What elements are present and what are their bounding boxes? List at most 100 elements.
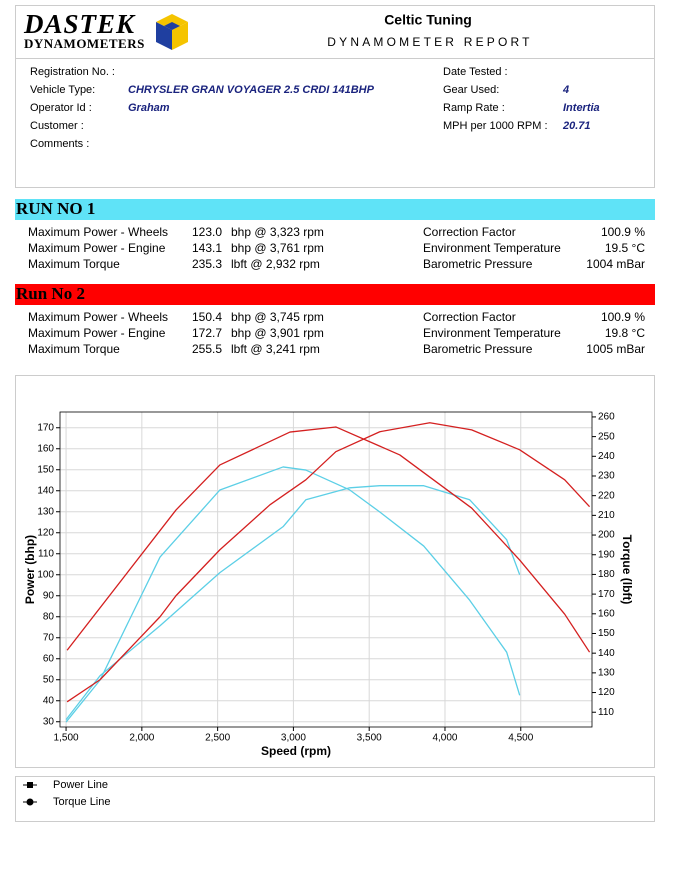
logo-subword: DYNAMOMETERS <box>24 36 145 51</box>
run-right-label: Correction Factor <box>423 225 516 239</box>
legend-label: Power Line <box>53 779 108 791</box>
run-bar <box>15 284 655 305</box>
legend-label: Torque Line <box>53 796 111 808</box>
info-label: Vehicle Type: <box>30 84 95 96</box>
curve <box>65 466 521 723</box>
logo-cube <box>156 14 188 50</box>
y2-tick-label: 140 <box>598 648 615 659</box>
y2-tick-label: 200 <box>598 530 615 541</box>
run-right-value: 19.8 °C <box>605 326 645 340</box>
legend-icon <box>27 782 33 788</box>
y2-tick-label: 150 <box>598 628 615 639</box>
run-right-label: Barometric Pressure <box>423 257 533 271</box>
y2-tick-label: 210 <box>598 510 615 521</box>
chart-box <box>15 375 655 768</box>
run-label: Maximum Power - Wheels <box>28 225 168 239</box>
run-label: Maximum Power - Engine <box>28 326 166 340</box>
curve <box>66 422 591 703</box>
x-axis-label: Speed (rpm) <box>261 744 331 758</box>
info-value: 20.71 <box>562 120 591 132</box>
curve <box>66 426 591 653</box>
run-title: RUN NO 1 <box>16 199 95 218</box>
run-value: 150.4 <box>192 310 222 324</box>
run-bar <box>15 199 655 220</box>
y-tick-label: 80 <box>43 611 55 622</box>
y-tick-label: 140 <box>37 485 54 496</box>
x-tick-label: 3,000 <box>281 733 306 744</box>
run-right-label: Barometric Pressure <box>423 342 533 356</box>
run-title: Run No 2 <box>16 284 85 303</box>
run-unit: bhp @ 3,901 rpm <box>231 326 324 340</box>
curve <box>65 485 521 721</box>
info-label: Comments : <box>30 138 89 150</box>
run-right-value: 100.9 % <box>601 225 645 239</box>
run-unit: bhp @ 3,745 rpm <box>231 310 324 324</box>
y2-tick-label: 220 <box>598 490 615 501</box>
header-title: Celtic Tuning <box>384 12 472 28</box>
run-right-label: Environment Temperature <box>423 326 561 340</box>
info-label: MPH per 1000 RPM : <box>443 120 548 132</box>
run-right-label: Correction Factor <box>423 310 516 324</box>
vehicle-info: Registration No. : Vehicle Type: CHRYSLER … <box>30 66 600 150</box>
y-tick-label: 160 <box>37 443 54 454</box>
run-right-value: 100.9 % <box>601 310 645 324</box>
y2-tick-label: 160 <box>598 608 615 619</box>
y2-tick-label: 180 <box>598 569 615 580</box>
x-tick-label: 1,500 <box>54 733 79 744</box>
y-tick-label: 170 <box>37 422 54 433</box>
run-value: 235.3 <box>192 257 222 271</box>
run-label: Maximum Torque <box>28 257 120 271</box>
run-right-label: Environment Temperature <box>423 241 561 255</box>
run-unit: lbft @ 3,241 rpm <box>231 342 320 356</box>
y-tick-label: 90 <box>43 590 55 601</box>
y-tick-label: 110 <box>38 548 54 559</box>
run-value: 143.1 <box>192 241 222 255</box>
run-value: 255.5 <box>192 342 222 356</box>
info-label: Operator Id : <box>30 102 92 114</box>
y-tick-label: 40 <box>43 695 55 706</box>
legend: Power Line Torque Line <box>23 779 111 808</box>
y-axis-label: Power (bhp) <box>23 535 37 604</box>
y2-tick-label: 230 <box>598 471 615 482</box>
header-subtitle: DYNAMOMETER REPORT <box>327 35 532 49</box>
run-value: 123.0 <box>192 225 222 239</box>
info-value: Intertia <box>563 102 600 114</box>
run-right-value: 19.5 °C <box>605 241 645 255</box>
chart: 30 40 50 60 70 80 90 100 110 120 130 140 150 160 170 11… <box>23 412 634 759</box>
y-tick-label: 120 <box>37 527 54 538</box>
y2-tick-label: 170 <box>598 589 615 600</box>
x-tick-label: 3,500 <box>357 733 382 744</box>
y2-tick-label: 110 <box>598 707 614 718</box>
y2-axis-label: Torque (lbft) <box>620 535 634 605</box>
y2-tick-label: 250 <box>598 431 615 442</box>
info-value: 4 <box>562 84 569 96</box>
y-tick-label: 60 <box>43 653 55 664</box>
legend-icon <box>26 798 34 806</box>
y-tick-label: 150 <box>37 464 54 475</box>
run-label: Maximum Power - Engine <box>28 241 166 255</box>
y2-tick-label: 190 <box>598 549 615 560</box>
y2-tick-label: 120 <box>598 687 615 698</box>
info-label: Date Tested : <box>443 66 508 78</box>
run-unit: bhp @ 3,323 rpm <box>231 225 324 239</box>
logo-word: DASTEK <box>23 9 136 39</box>
header-box <box>15 5 655 188</box>
info-label: Registration No. : <box>30 66 115 78</box>
x-tick-label: 2,500 <box>205 733 230 744</box>
run-value: 172.7 <box>192 326 222 340</box>
y-tick-label: 50 <box>43 674 55 685</box>
y-tick-label: 30 <box>43 716 55 727</box>
plot-frame <box>59 411 593 728</box>
y-tick-label: 70 <box>43 632 55 643</box>
y-tick-label: 100 <box>37 569 54 580</box>
info-value: CHRYSLER GRAN VOYAGER 2.5 CRDI 141BHP <box>128 84 375 96</box>
run-right-value: 1004 mBar <box>586 257 645 271</box>
run-unit: bhp @ 3,761 rpm <box>231 241 324 255</box>
y2-tick-label: 240 <box>598 451 615 462</box>
y2-tick-label: 260 <box>598 412 615 423</box>
run-right-value: 1005 mBar <box>586 342 645 356</box>
y2-tick-label: 130 <box>598 668 615 679</box>
x-tick-label: 2,000 <box>129 733 154 744</box>
